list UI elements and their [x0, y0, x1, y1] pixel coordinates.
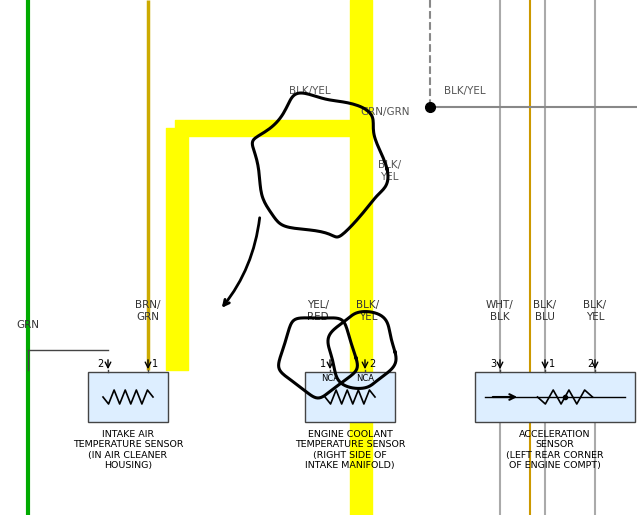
Text: ACCELERATION
SENSOR
(LEFT REAR CORNER
OF ENGINE COMPT): ACCELERATION SENSOR (LEFT REAR CORNER OF… [506, 430, 604, 470]
Text: NCA: NCA [356, 374, 374, 383]
Text: BRN/
GRN: BRN/ GRN [135, 300, 161, 322]
Text: 2: 2 [97, 359, 104, 369]
Text: BLK/YEL: BLK/YEL [444, 86, 486, 96]
Text: 3: 3 [490, 359, 496, 369]
Text: INTAKE AIR
TEMPERATURE SENSOR
(IN AIR CLEANER
HOUSING): INTAKE AIR TEMPERATURE SENSOR (IN AIR CL… [73, 430, 183, 470]
Bar [305, 372, 395, 422]
Text: 1: 1 [320, 359, 326, 369]
Text: NCA: NCA [321, 374, 339, 383]
Text: BLK/
YEL: BLK/ YEL [357, 300, 380, 322]
Text: 2: 2 [369, 359, 375, 369]
Text: YEL/
RED: YEL/ RED [307, 300, 329, 322]
Text: BLK/YEL: BLK/YEL [289, 86, 331, 96]
Text: BLK/
YEL: BLK/ YEL [378, 160, 401, 182]
Bar [88, 372, 168, 422]
Text: 2: 2 [588, 359, 594, 369]
Text: GRN: GRN [17, 320, 39, 330]
Text: BLK/
YEL: BLK/ YEL [583, 300, 606, 322]
Text: GRN/GRN: GRN/GRN [361, 107, 410, 117]
Text: 1: 1 [152, 359, 158, 369]
Text: WHT/
BLK: WHT/ BLK [486, 300, 514, 322]
Text: 1: 1 [549, 359, 555, 369]
Text: ENGINE COOLANT
TEMPERATURE SENSOR
(RIGHT SIDE OF
INTAKE MANIFOLD): ENGINE COOLANT TEMPERATURE SENSOR (RIGHT… [295, 430, 405, 470]
Bar [475, 372, 635, 422]
Text: BLK/
BLU: BLK/ BLU [533, 300, 557, 322]
